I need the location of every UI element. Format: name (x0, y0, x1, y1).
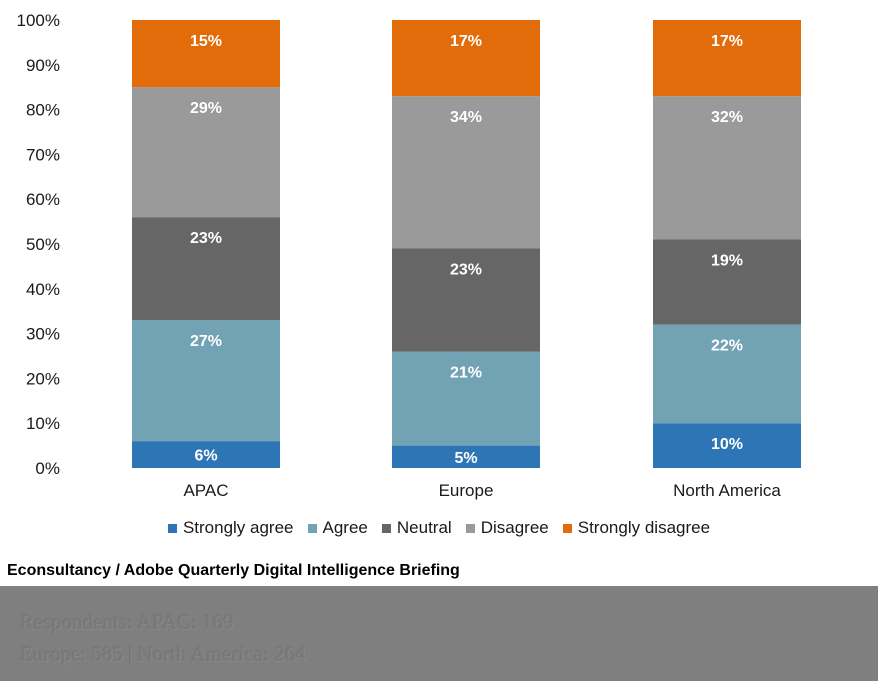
legend-item: Disagree (465, 518, 549, 538)
data-label: 27% (190, 333, 222, 350)
y-tick-label: 0% (35, 459, 60, 478)
y-tick-label: 90% (26, 56, 60, 75)
y-tick-label: 20% (26, 369, 60, 388)
bar-segment (653, 96, 801, 240)
chart-legend: Strongly agree Agree Neutral Disagree Strong… (0, 518, 878, 538)
y-tick-label: 80% (26, 101, 60, 120)
bar-segment (132, 217, 280, 321)
source-caption: Econsultancy / Adobe Quarterly Digital I… (7, 562, 460, 579)
data-label: 29% (190, 100, 222, 117)
y-tick-label: 40% (26, 280, 60, 299)
bar-segment (132, 441, 280, 468)
legend-swatch (167, 523, 177, 533)
x-tick-label: Europe (439, 481, 494, 500)
data-label: 23% (450, 261, 482, 278)
bar-segment (653, 239, 801, 325)
bar-segment (392, 445, 540, 468)
bar-segment (392, 20, 540, 97)
bar-segment (653, 324, 801, 424)
y-tick-label: 10% (26, 414, 60, 433)
footer-line-1: Respondents: APAC: 169 (20, 610, 234, 634)
bar-segment (132, 20, 280, 88)
bar-segment (392, 96, 540, 249)
y-tick-label: 100% (17, 11, 60, 30)
bar-segment (392, 248, 540, 352)
data-label: 34% (450, 109, 482, 126)
data-label: 23% (190, 230, 222, 247)
legend-label: Neutral (396, 518, 452, 537)
bar-segment (132, 87, 280, 218)
footer-line-2: Europe: 585 | North America: 264 (20, 642, 306, 666)
data-label: 17% (711, 33, 743, 50)
legend-label: Strongly disagree (577, 518, 711, 537)
bar-segment (653, 423, 801, 468)
data-label: 15% (190, 33, 222, 50)
data-label: 6% (194, 448, 217, 465)
y-tick-label: 70% (26, 145, 60, 164)
data-label: 17% (450, 33, 482, 50)
data-label: 32% (711, 109, 743, 126)
data-label: 19% (711, 253, 743, 270)
bar-segment (392, 351, 540, 446)
legend-swatch (562, 523, 572, 533)
data-label: 22% (711, 338, 743, 355)
data-label: 5% (454, 450, 477, 467)
legend-swatch (381, 523, 391, 533)
legend-item: Strongly disagree (562, 518, 711, 538)
legend-item: Neutral (381, 518, 452, 538)
x-tick-label: APAC (183, 481, 228, 500)
legend-item: Strongly agree (167, 518, 294, 538)
bar-segment (132, 320, 280, 442)
respondents-footer: Respondents: APAC: 169 Europe: 585 | Nor… (0, 586, 878, 681)
legend-label: Disagree (480, 518, 549, 537)
x-tick-label: North America (673, 481, 781, 500)
legend-label: Strongly agree (182, 518, 294, 537)
data-label: 21% (450, 365, 482, 382)
data-label: 10% (711, 436, 743, 453)
y-tick-label: 30% (26, 325, 60, 344)
legend-item: Agree (307, 518, 368, 538)
legend-swatch (465, 523, 475, 533)
bar-segment (653, 20, 801, 97)
y-tick-label: 50% (26, 235, 60, 254)
legend-label: Agree (322, 518, 368, 537)
y-tick-label: 60% (26, 190, 60, 209)
stacked-bar-chart: 0% 10% 20% 30% 40% 50% 60% 70% 80% 90% 100% 6% 27% 23… (17, 11, 801, 500)
legend-swatch (307, 523, 317, 533)
